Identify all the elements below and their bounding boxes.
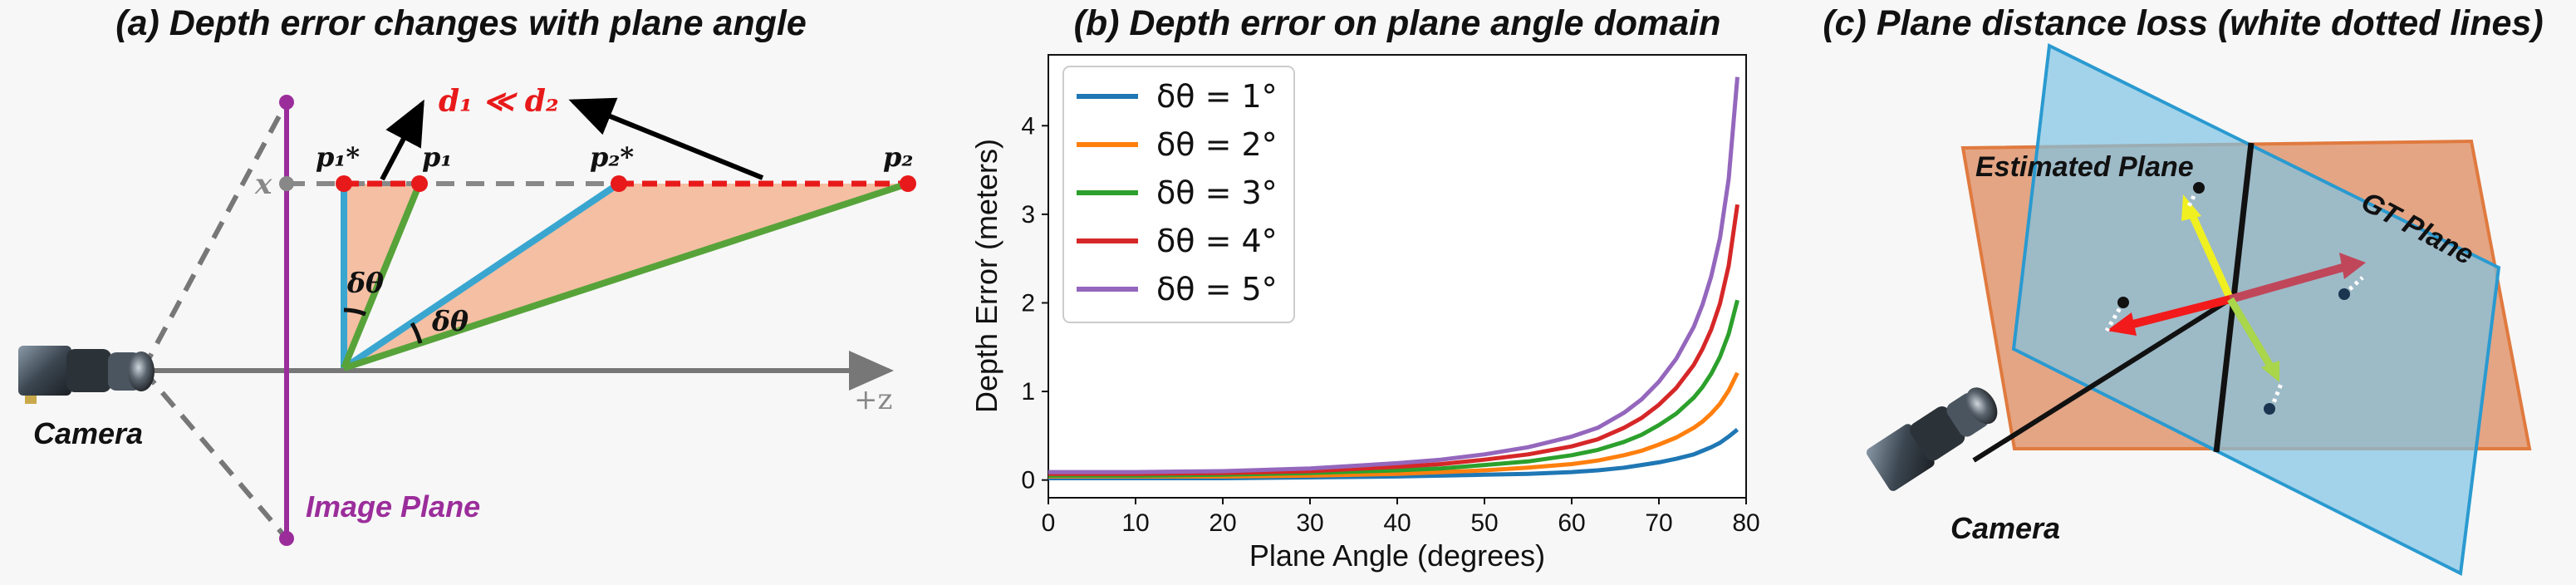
legend-label-2: δθ = 2° bbox=[1156, 126, 1278, 163]
x-tick-label: 70 bbox=[1645, 509, 1672, 537]
x-tick-label: 30 bbox=[1296, 509, 1323, 537]
chart-title: (b) Depth error on plane angle domain bbox=[1074, 3, 1721, 43]
tilted-ray-2 bbox=[342, 180, 910, 371]
image-plane-top-dot bbox=[279, 95, 294, 110]
series-line-2 bbox=[1048, 371, 1739, 479]
label-p2: p₂ bbox=[883, 141, 913, 173]
legend-label-3: δθ = 3° bbox=[1156, 175, 1278, 211]
y-tick-label: 0 bbox=[1021, 467, 1035, 494]
image-plane-bottom-dot bbox=[279, 531, 294, 546]
panel-a: (a) Depth error changes with plane angle… bbox=[18, 3, 916, 546]
angle-label-1: δθ bbox=[346, 267, 384, 299]
angle-arc-1 bbox=[343, 307, 366, 317]
panel-c-title: (c) Plane distance loss (white dotted li… bbox=[1823, 3, 2543, 43]
camera-icon bbox=[1866, 387, 1998, 491]
relation-label: d₁ ≪ d₂ bbox=[439, 84, 559, 119]
series-line-5 bbox=[1048, 76, 1739, 474]
gt-plane bbox=[2011, 42, 2501, 577]
series-line-4 bbox=[1048, 204, 1739, 476]
legend-box bbox=[1062, 66, 1295, 323]
yellow-normal-arrow bbox=[2186, 208, 2235, 301]
distance-line-1 bbox=[2186, 188, 2200, 209]
label-p2-star: p₂* bbox=[590, 141, 634, 173]
point-p2-star bbox=[611, 175, 627, 192]
x-label: x bbox=[254, 168, 272, 201]
y-ticks: 0 1 2 3 4 bbox=[1021, 112, 1048, 494]
legend-label-1: δθ = 1° bbox=[1156, 78, 1278, 115]
red-arrow-head bbox=[2107, 312, 2137, 336]
point-p1-star bbox=[336, 175, 352, 192]
camera-icon bbox=[18, 346, 155, 404]
x-tick-label: 20 bbox=[1209, 509, 1236, 537]
y-tick-label: 4 bbox=[1021, 112, 1035, 140]
tilted-ray-1 bbox=[341, 182, 423, 370]
green-arrow bbox=[2227, 297, 2274, 370]
x-tick-label: 10 bbox=[1121, 509, 1149, 537]
sample-point-3 bbox=[2338, 288, 2350, 300]
maroon-arrow-head bbox=[2339, 253, 2366, 279]
point-p2 bbox=[900, 175, 916, 192]
camera-label-c: Camera bbox=[1950, 511, 2060, 545]
red-arrow bbox=[2125, 295, 2232, 330]
arrow-d1 bbox=[380, 99, 424, 181]
panel-a-title: (a) Depth error changes with plane angle bbox=[115, 3, 807, 43]
x-ticks: 0 10 20 30 40 50 60 70 80 bbox=[1042, 498, 1760, 537]
y-tick-label: 1 bbox=[1021, 378, 1035, 406]
camera-label-a: Camera bbox=[33, 416, 143, 450]
yellow-arrow-head bbox=[2181, 194, 2201, 221]
legend-label-5: δθ = 5° bbox=[1156, 271, 1278, 307]
z-axis-label: +z bbox=[854, 383, 892, 416]
x-tick-label: 0 bbox=[1042, 509, 1056, 537]
sample-point-2 bbox=[2117, 297, 2129, 308]
x-tick-label: 50 bbox=[1470, 509, 1498, 537]
frustum-line-bottom bbox=[140, 368, 289, 540]
series-lines bbox=[1048, 76, 1739, 480]
series-line-3 bbox=[1048, 299, 1739, 478]
sample-point-4 bbox=[2264, 403, 2275, 415]
y-tick-label: 2 bbox=[1021, 289, 1035, 317]
distance-line-2 bbox=[2104, 301, 2126, 332]
estimated-plane-label: Estimated Plane bbox=[1975, 151, 2194, 183]
label-p1-star: p₁* bbox=[316, 141, 360, 173]
camera-ray bbox=[1972, 297, 2232, 463]
x-tick-label: 60 bbox=[1558, 509, 1585, 537]
point-p1 bbox=[411, 175, 428, 192]
x-tick-label: 80 bbox=[1732, 509, 1759, 537]
maroon-arrow bbox=[2229, 263, 2344, 303]
frustum-line-top bbox=[140, 101, 289, 371]
x-axis-label: Plane Angle (degrees) bbox=[1249, 538, 1545, 573]
legend-label-4: δθ = 4° bbox=[1156, 223, 1278, 259]
arrow-d2 bbox=[568, 97, 764, 180]
panel-c: (c) Plane distance loss (white dotted li… bbox=[1823, 3, 2544, 577]
angle-arc-2 bbox=[410, 322, 423, 344]
angle-label-2: δθ bbox=[431, 305, 469, 337]
sample-point-1 bbox=[2193, 182, 2205, 194]
y-axis-label: Depth Error (meters) bbox=[969, 139, 1003, 413]
gt-ray-2 bbox=[341, 180, 621, 371]
image-plane-label: Image Plane bbox=[306, 489, 480, 524]
y-tick-label: 3 bbox=[1021, 201, 1035, 229]
panel-b: (b) Depth error on plane angle domain 0 1… bbox=[969, 3, 1760, 573]
legend: δθ = 1° δθ = 2° δθ = 3° δθ = 4° δθ = 5° bbox=[1062, 66, 1295, 323]
label-p1: p₁ bbox=[422, 141, 452, 173]
green-arrow-head bbox=[2261, 361, 2279, 382]
x-tick-label: 40 bbox=[1383, 509, 1411, 537]
